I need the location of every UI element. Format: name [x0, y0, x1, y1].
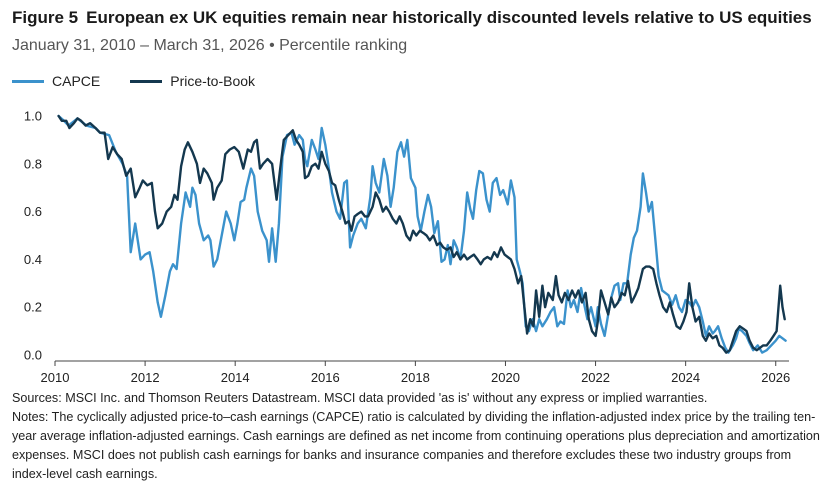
legend-swatch-price-to-book [130, 79, 163, 83]
y-axis-tick-labels: 0.0 0.2 0.4 0.6 0.8 1.0 [24, 109, 42, 363]
chart-legend: CAPCE Price-to-Book [12, 73, 255, 89]
y-tick-label: 0.8 [24, 156, 42, 171]
sources-note: Sources: MSCI Inc. and Thomson Reuters D… [12, 391, 708, 405]
chart-notes: Sources: MSCI Inc. and Thomson Reuters D… [12, 389, 824, 484]
figure-title-text: European ex UK equities remain near hist… [86, 8, 812, 27]
x-tick-label: 2020 [491, 370, 520, 385]
legend-label-capce: CAPCE [52, 73, 101, 89]
figure-title: Figure 5 European ex UK equities remain n… [12, 8, 812, 28]
x-tick-label: 2026 [761, 370, 790, 385]
x-tick-label: 2010 [41, 370, 70, 385]
x-tick-label: 2024 [671, 370, 700, 385]
y-tick-label: 0.0 [24, 348, 42, 363]
line-chart: 0.00.20.40.60.81.0 2010 2012 2014 2016 2018 2… [24, 109, 790, 386]
x-tick-label: 2012 [131, 370, 160, 385]
chart-series [57, 114, 787, 354]
legend-swatch-capce [12, 79, 44, 83]
x-tick-label: 2014 [221, 370, 250, 385]
legend-label-price-to-book: Price-to-Book [170, 73, 256, 89]
x-tick-label: 2022 [581, 370, 610, 385]
legend-item-price-to-book: Price-to-Book [130, 73, 255, 89]
series-line-capce [57, 114, 787, 354]
x-tick-label: 2018 [401, 370, 430, 385]
notes-text: Notes: The cyclically adjusted price-to–… [12, 410, 820, 481]
y-tick-label: 0.4 [24, 252, 42, 267]
x-axis-ticks: 2010 2012 2014 2016 2018 2020 2022 2024 2026 [41, 361, 790, 385]
series-line-price-to-book [57, 114, 786, 354]
legend-item-capce: CAPCE [12, 73, 100, 89]
figure-label: Figure 5 [12, 8, 79, 27]
y-tick-label: 1.0 [24, 109, 42, 124]
figure-subtitle: January 31, 2010 – March 31, 2026 • Perc… [12, 37, 408, 54]
x-tick-label: 2016 [311, 370, 340, 385]
y-tick-label: 0.6 [24, 204, 42, 219]
y-tick-label: 0.2 [24, 300, 42, 315]
